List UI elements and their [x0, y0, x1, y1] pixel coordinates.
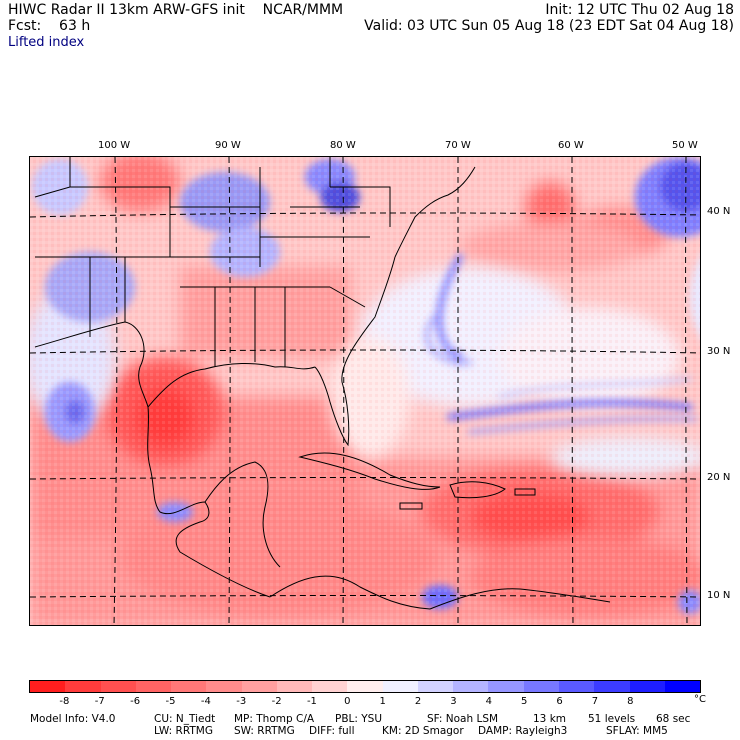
colorbar-segment: [347, 681, 383, 692]
footer-sflay: SFLAY: MM5: [606, 725, 668, 737]
colorbar-segment: [241, 681, 277, 692]
field-name: Lifted index: [8, 35, 85, 50]
colorbar-tick-label: -4: [200, 696, 211, 707]
lat-label-40n: 40 N: [707, 206, 731, 217]
lon-label-100w: 100 W: [98, 140, 131, 151]
footer-timestep: 68 sec: [656, 713, 691, 725]
footer-sf: SF: Noah LSM: [427, 713, 499, 725]
colorbar-segment: [453, 681, 489, 692]
colorbar-segment: [488, 681, 524, 692]
lon-label-60w: 60 W: [558, 140, 584, 151]
valid-time: Valid: 03 UTC Sun 05 Aug 18 (23 EDT Sat …: [364, 18, 734, 34]
footer-sw: SW: RRTMG: [234, 725, 295, 737]
colorbar-tick-label: 7: [591, 696, 599, 707]
colorbar-segment: [382, 681, 418, 692]
lon-label-90w: 90 W: [215, 140, 241, 151]
footer-resolution: 13 km: [533, 713, 567, 725]
forecast-map: [29, 156, 701, 626]
footer-damp: DAMP: Rayleigh3: [478, 725, 568, 737]
footer-km: KM: 2D Smagor: [382, 725, 464, 737]
lat-label-20n: 20 N: [707, 472, 731, 483]
colorbar-tick-label: 3: [450, 696, 457, 707]
lon-label-70w: 70 W: [445, 140, 471, 151]
colorbar-unit: °C: [694, 694, 706, 705]
lat-label-10n: 10 N: [707, 590, 731, 601]
footer-mp: MP: Thomp C/A: [234, 713, 315, 725]
lat-label-30n: 30 N: [707, 346, 731, 357]
colorbar: [29, 680, 701, 693]
colorbar-segment: [664, 681, 701, 692]
colorbar-tick-label: -2: [271, 696, 282, 707]
colorbar-segment: [312, 681, 348, 692]
forecast-hour: Fcst: 63 h: [8, 18, 91, 34]
colorbar-tick-label: -3: [236, 696, 247, 707]
init-time: Init: 12 UTC Thu 02 Aug 18: [545, 2, 734, 18]
colorbar-segment: [276, 681, 313, 692]
colorbar-segment: [558, 681, 595, 692]
footer-model-info: Model Info: V4.0: [30, 713, 116, 725]
colorbar-tick-label: 1: [379, 696, 386, 707]
footer-pbl: PBL: YSU: [335, 713, 383, 725]
footer-lw: LW: RRTMG: [154, 725, 213, 737]
model-title: HIWC Radar II 13km ARW-GFS init NCAR/MMM: [8, 2, 344, 18]
colorbar-tick-label: -1: [306, 696, 317, 707]
colorbar-segment: [206, 681, 242, 692]
colorbar-segment: [30, 681, 66, 692]
colorbar-segment: [629, 681, 665, 692]
colorbar-tick-label: -7: [94, 696, 105, 707]
colorbar-tick-label: 4: [485, 696, 492, 707]
colorbar-segment: [594, 681, 630, 692]
lifted-index-field: [30, 157, 700, 625]
colorbar-tick-label: 0: [344, 696, 351, 707]
colorbar-segment: [417, 681, 454, 692]
lon-label-50w: 50 W: [672, 140, 698, 151]
graticule: [30, 157, 700, 625]
colorbar-tick-label: -8: [59, 696, 70, 707]
colorbar-segment: [523, 681, 559, 692]
lon-label-80w: 80 W: [330, 140, 356, 151]
footer-diff: DIFF: full: [309, 725, 355, 737]
colorbar-tick-label: -6: [130, 696, 141, 707]
colorbar-tick-label: 2: [414, 696, 422, 707]
footer-cu: CU: N_Tiedt: [154, 713, 216, 725]
colorbar-tick-label: 8: [627, 696, 634, 707]
colorbar-tick-label: 6: [556, 696, 563, 707]
colorbar-segment: [100, 681, 136, 692]
colorbar-tick-label: -5: [165, 696, 176, 707]
colorbar-tick-label: 5: [520, 696, 528, 707]
footer-levels: 51 levels: [588, 713, 636, 725]
colorbar-segment: [171, 681, 207, 692]
colorbar-segment: [65, 681, 101, 692]
colorbar-segment: [135, 681, 172, 692]
